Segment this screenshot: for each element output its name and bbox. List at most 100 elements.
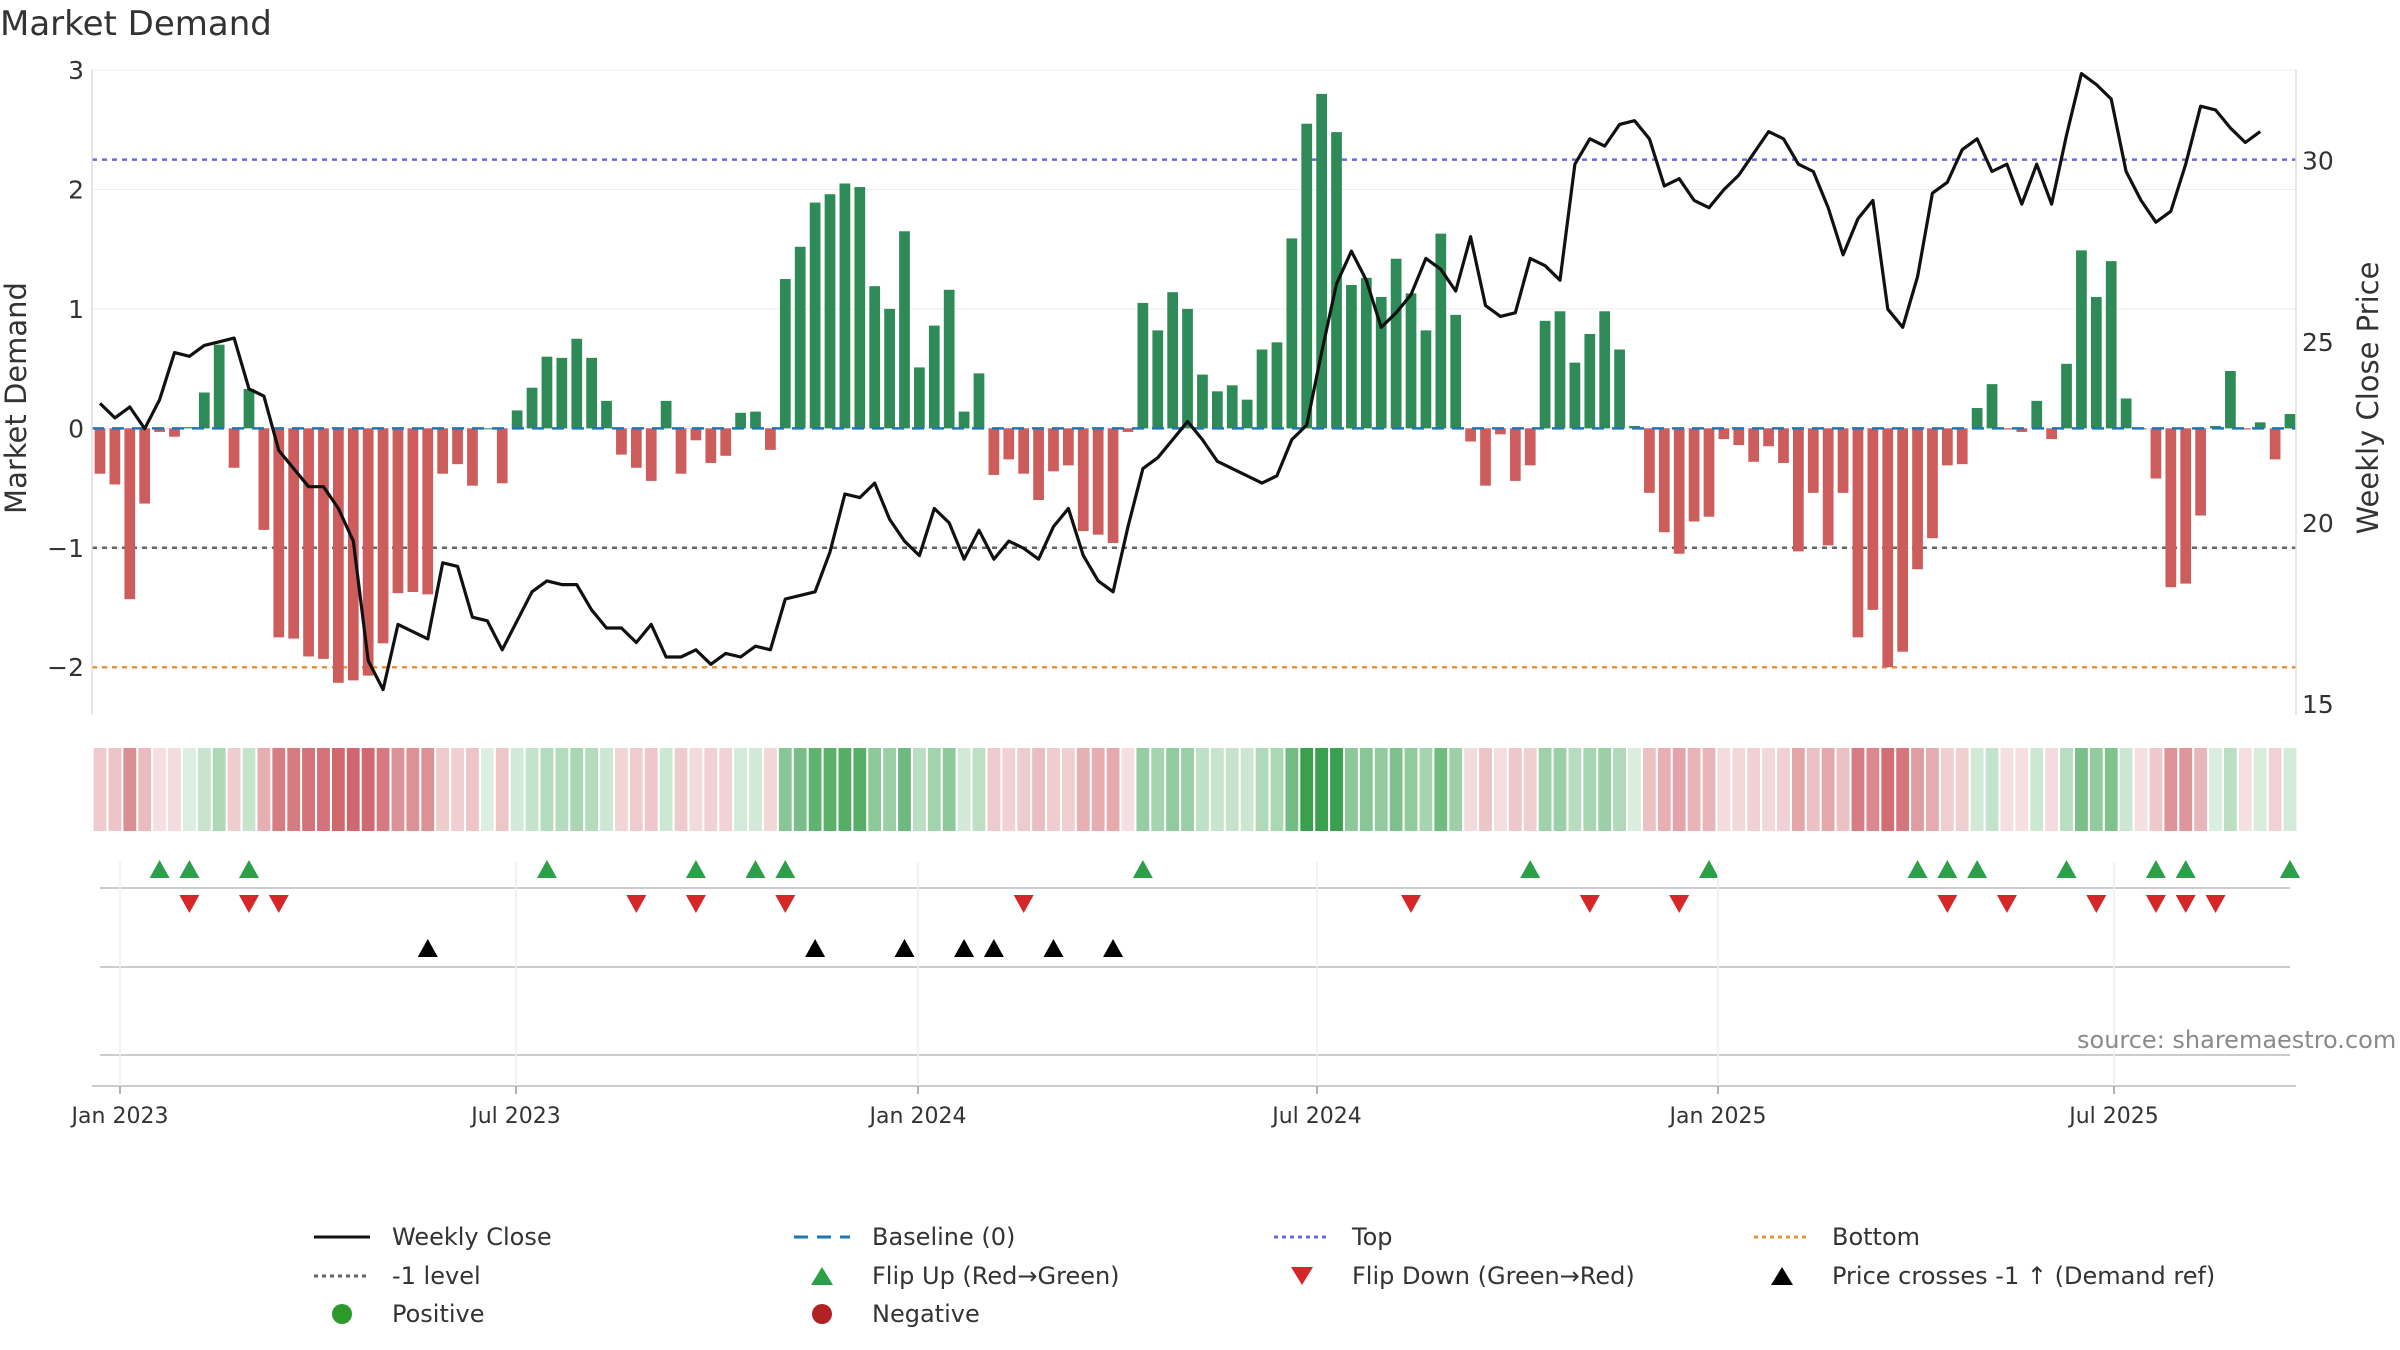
demand-bar [675, 428, 687, 474]
heat-cell [495, 748, 509, 831]
heat-cell [1032, 748, 1045, 831]
demand-bar [794, 246, 806, 429]
heat-cell [1940, 748, 1954, 831]
demand-bar [899, 231, 910, 429]
demand-bar [1599, 311, 1611, 429]
heat-cell [1061, 748, 1075, 831]
demand-bar [1495, 428, 1506, 435]
demand-bar [213, 344, 225, 429]
demand-bar [1286, 238, 1298, 429]
flip-down-marker [2175, 895, 2196, 913]
right-tick-label: 25 [2302, 328, 2334, 357]
heat-cell [1270, 748, 1284, 831]
demand-bar [2120, 398, 2132, 429]
heat-cell [1866, 748, 1880, 831]
heat-cell [1196, 748, 1209, 831]
demand-bar [303, 428, 314, 657]
demand-bar [1122, 428, 1134, 432]
heat-cell [629, 748, 643, 831]
reference-lines [92, 158, 2296, 669]
flip-down-marker [2086, 895, 2107, 913]
flip-up-marker [536, 860, 557, 878]
heat-cell [749, 748, 762, 831]
heat-cell [2104, 748, 2118, 831]
demand-bar [124, 428, 136, 600]
demand-bar [735, 412, 746, 429]
heat-cell [987, 748, 1001, 831]
heat-cell [2164, 748, 2178, 831]
demand-bar [1614, 349, 1625, 429]
flip-down-marker [268, 895, 289, 913]
heat-cell [1166, 748, 1180, 831]
demand-bar [1554, 311, 1566, 429]
demand-bar [645, 428, 657, 481]
heat-cell [793, 748, 807, 831]
flip-up-marker [2145, 860, 2166, 878]
flip-down-marker [1996, 895, 2017, 913]
heat-cell [1717, 748, 1731, 831]
demand-bar [377, 428, 389, 644]
demand-bar [1048, 428, 1059, 472]
demand-bar [318, 428, 329, 659]
heat-cell [227, 748, 241, 831]
demand-bar [1063, 428, 1074, 466]
heat-cell [853, 748, 867, 831]
heat-cell [764, 748, 777, 831]
heat-cell [93, 748, 107, 831]
demand-bar [1480, 428, 1491, 486]
demand-bar [2076, 250, 2087, 429]
x-tick-label: Jan 2024 [868, 1104, 967, 1129]
heat-cell [1434, 748, 1448, 831]
demand-bar [2284, 414, 2296, 429]
demand-bars [94, 93, 2296, 683]
demand-bar [511, 410, 523, 429]
demand-bar [973, 373, 985, 429]
demand-bar [2031, 400, 2043, 429]
demand-bar [869, 286, 881, 429]
right-tick-label: 20 [2302, 509, 2334, 538]
heat-cell [838, 748, 852, 831]
x-tick-label: Jul 2025 [2067, 1104, 2159, 1129]
demand-bar [1807, 428, 1819, 493]
demand-bar [1077, 428, 1089, 532]
demand-bar [779, 279, 791, 429]
demand-bar [2016, 428, 2028, 432]
demand-bar [1733, 428, 1745, 446]
heat-cell [451, 748, 464, 831]
heat-cell [1121, 748, 1135, 831]
x-axis: Jan 2023 Jul 2023 Jan 2024 Jul 2024 Jan 2025… [70, 862, 2296, 1129]
heat-cell [555, 748, 569, 831]
heat-cell [1613, 748, 1626, 831]
x-tick-label: Jan 2023 [70, 1104, 169, 1129]
flip-up-marker [1937, 860, 1958, 878]
demand-bar [586, 357, 597, 429]
heat-cell [644, 748, 658, 831]
flip-down-marker [685, 895, 706, 913]
left-axis-title: Market Demand [0, 282, 33, 514]
heat-cell [2238, 748, 2252, 831]
demand-bar [1092, 428, 1104, 535]
heat-cell [1419, 748, 1433, 831]
left-tick-label: 0 [68, 414, 84, 443]
flip-down-marker [775, 895, 796, 913]
heat-cell [1240, 748, 1254, 831]
demand-bar [571, 338, 583, 429]
demand-bar [616, 428, 627, 455]
heat-cell [1002, 748, 1016, 831]
heat-cell [1911, 748, 1924, 831]
flip-down-marker [626, 895, 647, 913]
heat-cell [1955, 748, 1969, 831]
left-tick-label: −2 [47, 653, 84, 682]
heat-cell [1732, 748, 1746, 831]
heat-cell [2134, 748, 2148, 831]
price-cross-marker [1043, 939, 1064, 957]
demand-bar [705, 428, 717, 463]
heat-cell [1672, 748, 1686, 831]
flip-up-marker [745, 860, 766, 878]
demand-bar [1450, 314, 1462, 429]
flip-up-marker [1132, 860, 1153, 878]
demand-bar [392, 428, 404, 594]
demand-bar [1360, 277, 1372, 429]
heat-cell [2268, 748, 2282, 831]
